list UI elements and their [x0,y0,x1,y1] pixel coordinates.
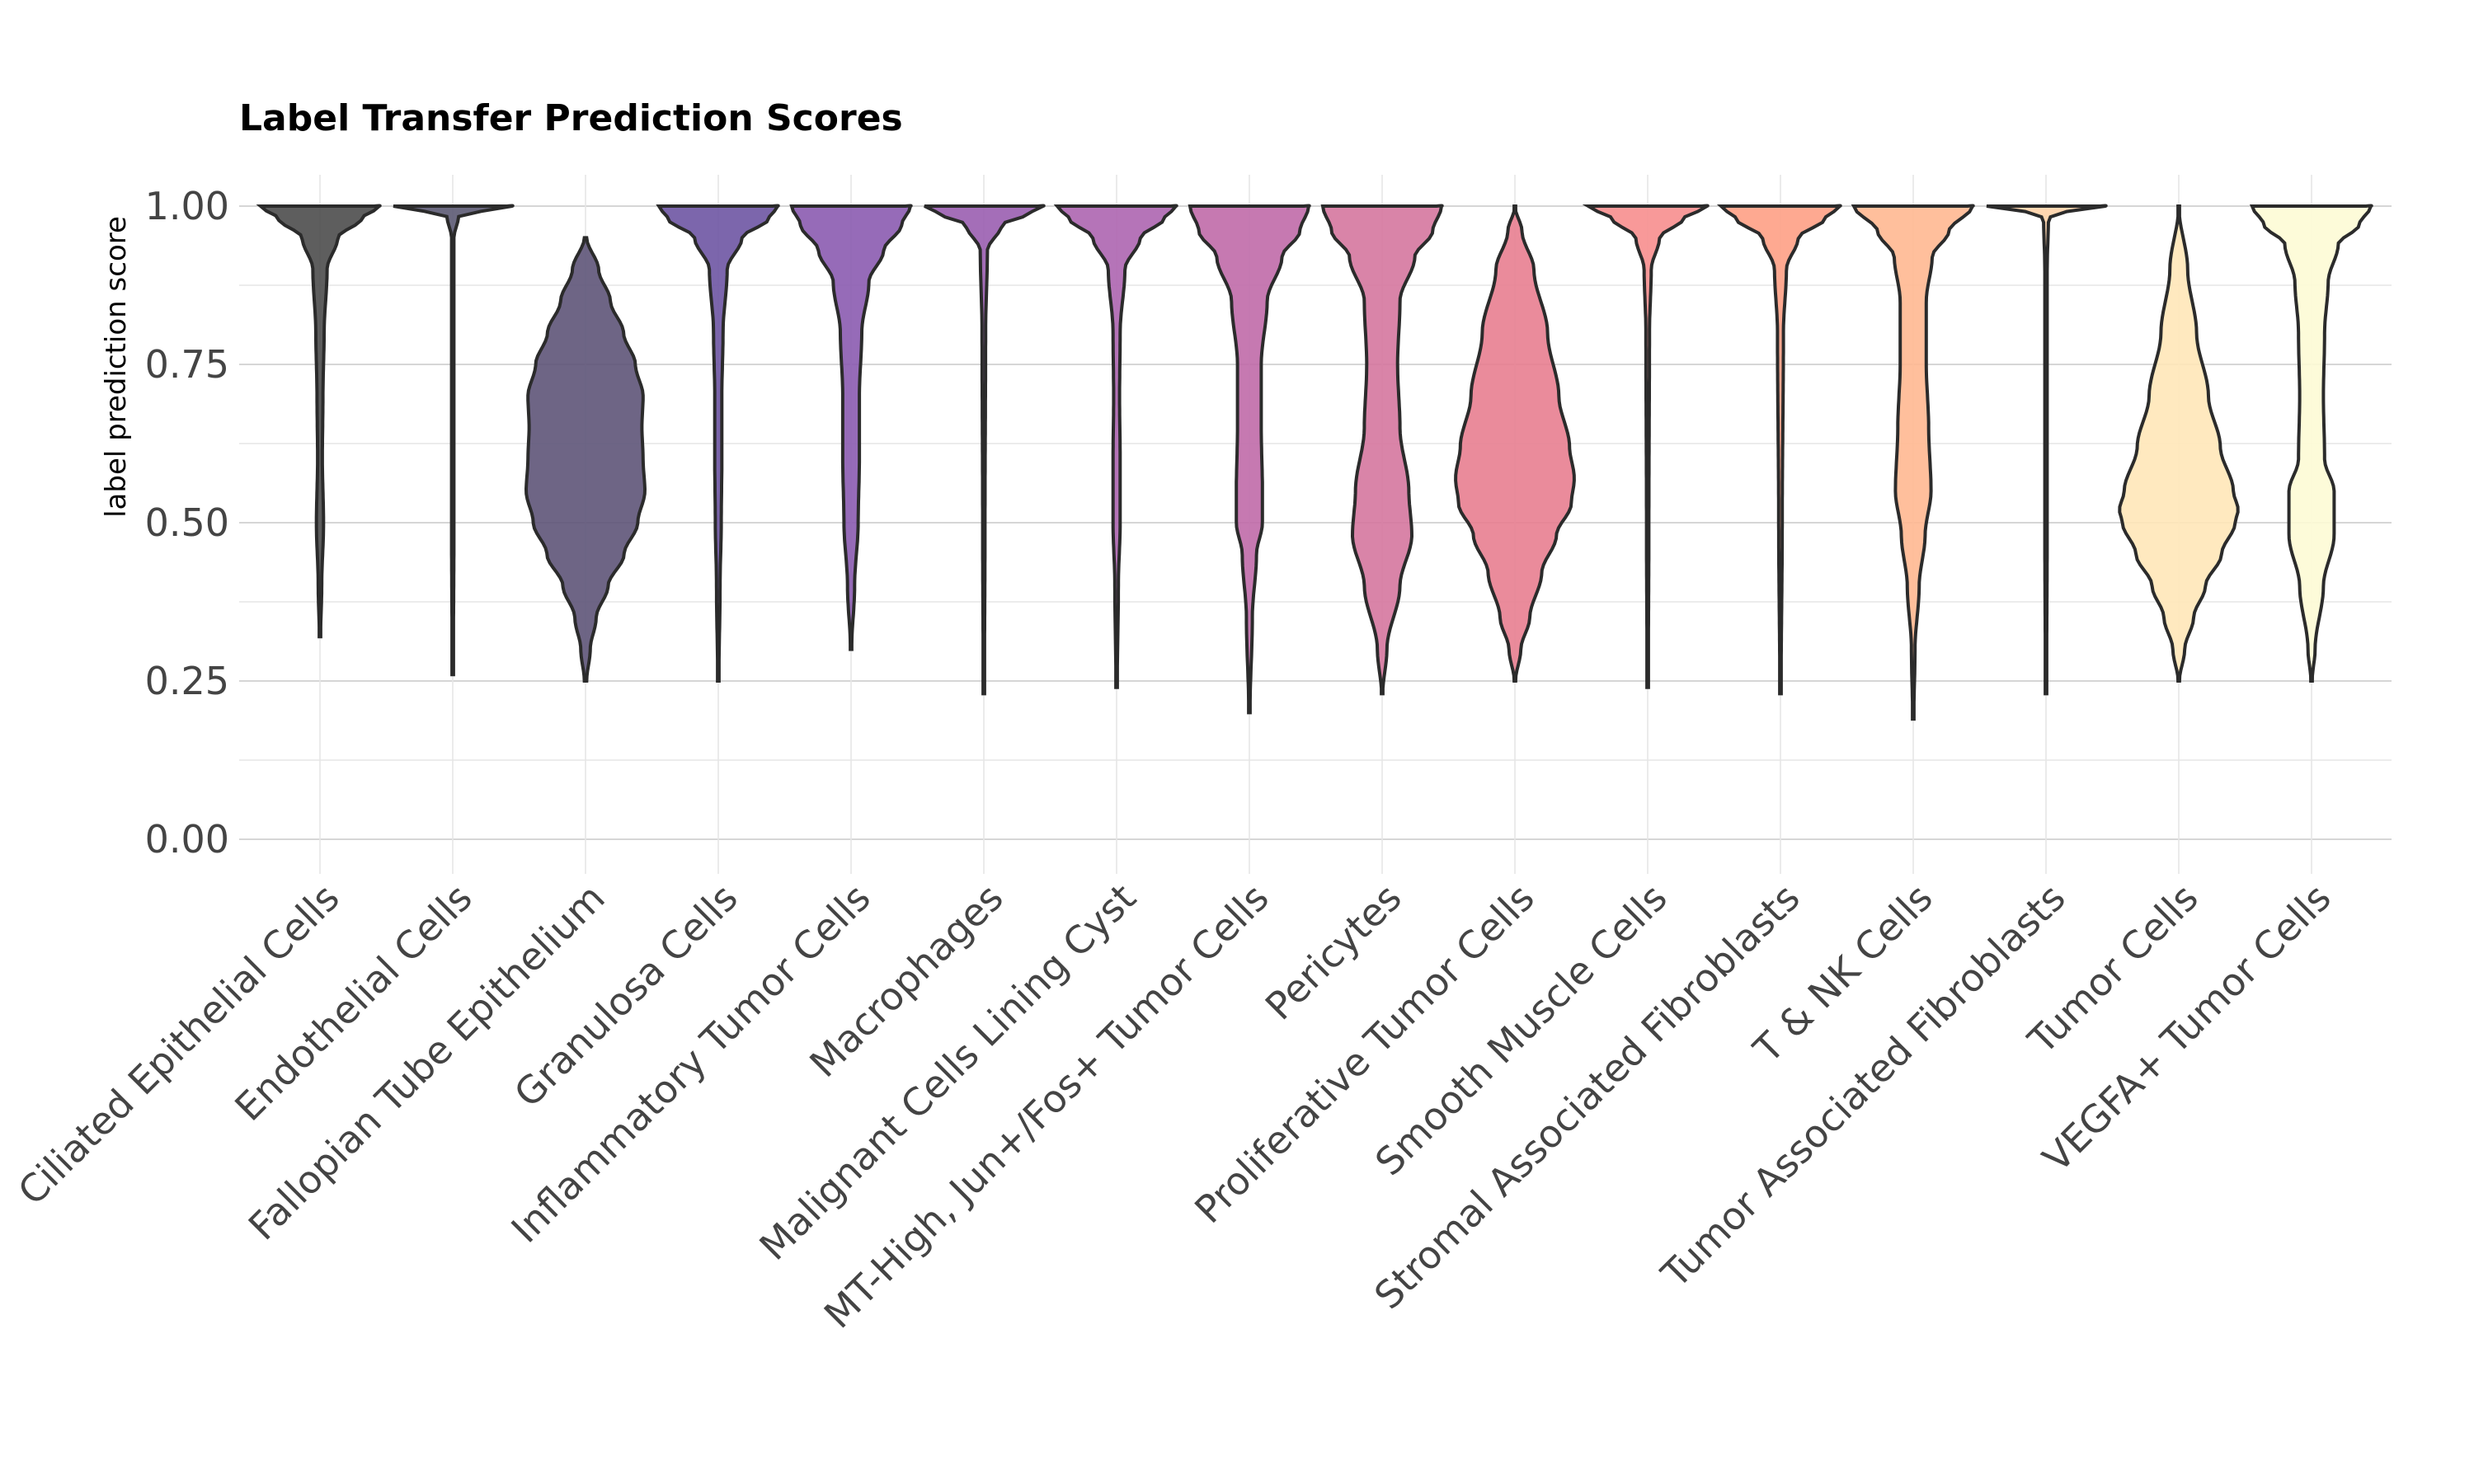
y-tick-label: 0.75 [145,342,229,387]
violin-fallopian-tube-epithelium [524,236,647,683]
violin-tumor-cells [2118,204,2240,683]
violin-stromal-associated-fibroblasts [1716,204,1842,696]
violin-macrophages [924,204,1046,696]
y-tick-label: 1.00 [145,184,229,228]
violin-malignant-cells-lining-cyst [1053,204,1178,689]
violin-smooth-muscle-cells [1582,204,1710,689]
violin-tumor-associated-fibroblasts [1986,204,2108,696]
y-axis-label: label prediction score [100,216,133,518]
violin-granulosa-cells [656,204,780,683]
chart-title: Label Transfer Prediction Scores [239,97,903,139]
violin-mt-high-jun-fos-tumor-cells [1188,204,1311,715]
x-tick-label: Granulosa Cells [506,876,746,1116]
y-tick-label: 0.00 [145,817,229,862]
violin-vegfa-tumor-cells [2249,204,2373,683]
violin-endothelial-cells [393,204,515,677]
violin-proliferative-tumor-cells [1454,204,1576,683]
y-axis-ticks: 0.00 0.25 0.50 0.75 1.00 [145,184,229,862]
x-tick-label: Endothelial Cells [226,876,480,1129]
y-tick-label: 0.50 [145,500,229,545]
violin-ciliated-epithelial-cells [256,204,382,639]
y-tick-label: 0.25 [145,659,229,703]
violin-pericytes [1320,204,1444,696]
violin-inflammatory-tumor-cells [789,204,913,651]
violin-t-nk-cells [1851,204,1975,721]
violins [256,204,2373,721]
